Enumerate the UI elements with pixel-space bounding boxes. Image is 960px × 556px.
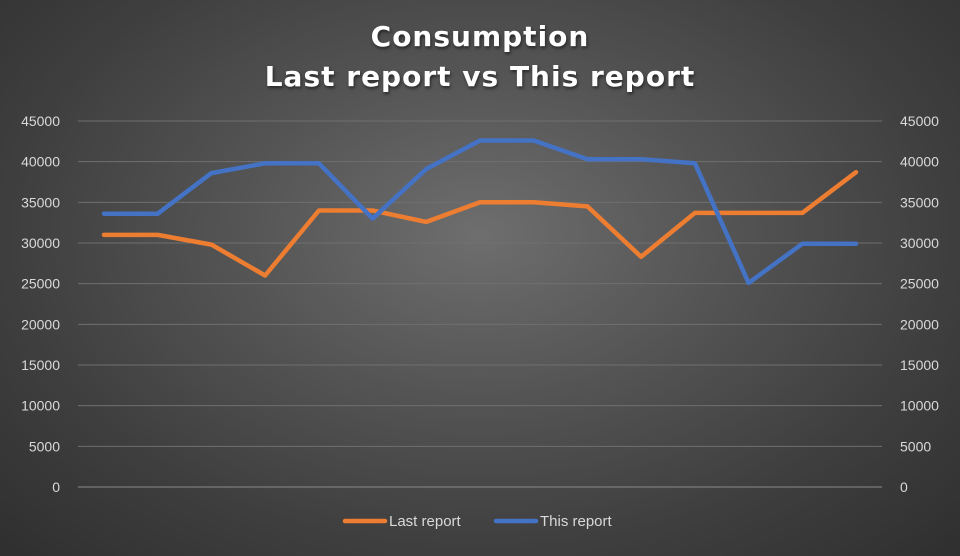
y-tick-label-left: 40000 (21, 154, 60, 170)
y-tick-label-left: 45000 (21, 113, 60, 129)
y-tick-label-left: 25000 (21, 276, 60, 292)
legend-label: Last report (389, 513, 462, 530)
chart-title: Consumption (370, 20, 590, 53)
y-tick-label-right: 5000 (900, 438, 931, 454)
y-tick-label-left: 10000 (21, 398, 60, 414)
y-tick-label-left: 5000 (29, 438, 60, 454)
legend-label: This report (540, 513, 613, 530)
chart-subtitle: Last report vs This report (264, 60, 696, 93)
y-tick-label-right: 25000 (900, 276, 939, 292)
series-line-last-report (101, 169, 859, 278)
y-tick-label-right: 20000 (900, 316, 939, 332)
y-tick-label-left: 15000 (21, 357, 60, 373)
y-tick-label-right: 10000 (900, 398, 939, 414)
y-tick-label-left: 30000 (21, 235, 60, 251)
y-tick-label-right: 40000 (900, 154, 939, 170)
y-tick-label-right: 15000 (900, 357, 939, 373)
y-tick-label-right: 0 (900, 479, 908, 495)
y-tick-label-left: 20000 (21, 316, 60, 332)
y-tick-label-left: 35000 (21, 194, 60, 210)
series-line-this-report (101, 138, 859, 286)
y-tick-label-left: 0 (52, 479, 60, 495)
y-tick-label-right: 35000 (900, 194, 939, 210)
y-tick-label-right: 30000 (900, 235, 939, 251)
y-tick-label-right: 45000 (900, 113, 939, 129)
